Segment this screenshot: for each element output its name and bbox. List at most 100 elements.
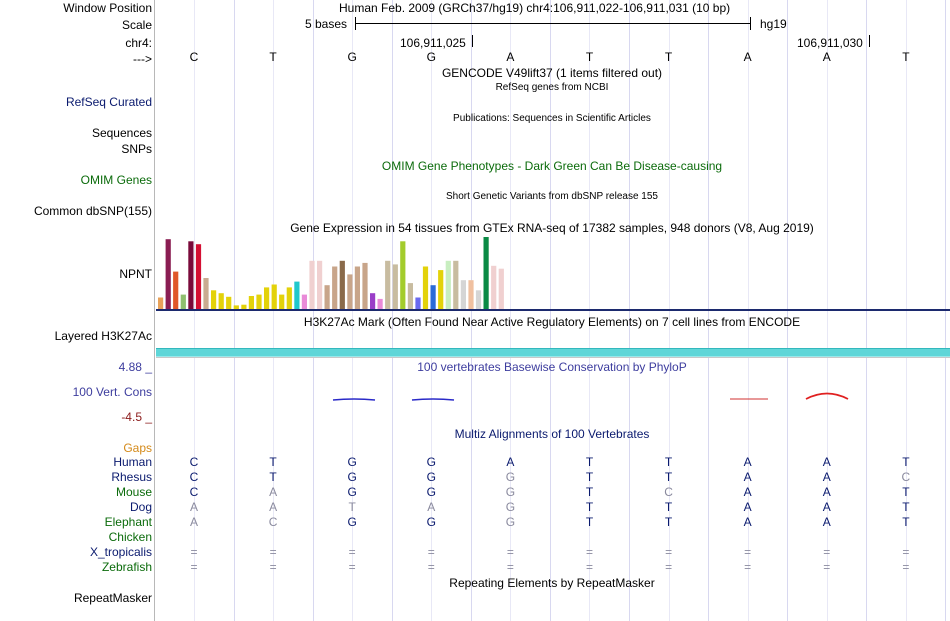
gtex-tissue-bar[interactable] <box>173 271 179 309</box>
alignment-base: T <box>348 500 356 514</box>
alignment-base: T <box>902 515 910 529</box>
gtex-tissue-bar[interactable] <box>286 287 292 309</box>
gtex-tissue-bar[interactable] <box>460 280 466 309</box>
gtex-tissue-bar[interactable] <box>400 241 406 309</box>
publications-track-title[interactable]: Publications: Sequences in Scientific Ar… <box>453 113 651 124</box>
gtex-tissue-bar[interactable] <box>195 244 202 309</box>
dbsnp-track-label[interactable]: Common dbSNP(155) <box>33 204 152 218</box>
gaps-label[interactable]: Gaps <box>123 441 152 455</box>
alignment-base: = <box>823 545 831 559</box>
snps-track-label[interactable]: SNPs <box>121 142 152 156</box>
gtex-tissue-bar[interactable] <box>422 266 429 310</box>
gtex-tissue-bar[interactable] <box>377 298 383 309</box>
species-label[interactable]: Rhesus <box>111 470 152 484</box>
species-label[interactable]: Chicken <box>108 530 152 544</box>
gtex-tissue-bar[interactable] <box>301 294 307 309</box>
gtex-tissue-bar[interactable] <box>248 296 254 309</box>
gtex-tissue-bar[interactable] <box>309 260 315 309</box>
gtex-tissue-bar[interactable] <box>241 304 247 309</box>
coord-label-1: 106,911,025 <box>400 36 466 50</box>
gtex-tissue-bar[interactable] <box>407 283 413 309</box>
alignment-base: T <box>902 455 910 469</box>
repeatmasker-track-label[interactable]: RepeatMasker <box>73 591 152 605</box>
gtex-tissue-bar[interactable] <box>491 265 497 309</box>
gtex-tissue-bar[interactable] <box>324 285 330 309</box>
gtex-tissue-bar[interactable] <box>339 260 345 309</box>
repeatmasker-track-title[interactable]: Repeating Elements by RepeatMasker <box>449 576 655 590</box>
h3k27ac-track-label[interactable]: Layered H3K27Ac <box>54 329 152 343</box>
scale-bar-right-tick <box>750 17 751 30</box>
gtex-expression-chart[interactable] <box>156 236 536 309</box>
multiz-track-title[interactable]: Multiz Alignments of 100 Vertebrates <box>454 427 650 441</box>
chrom-label: chr4: <box>125 36 152 50</box>
gtex-tissue-bar[interactable] <box>211 290 217 309</box>
gtex-tissue-bar[interactable] <box>438 270 444 309</box>
gtex-tissue-bar[interactable] <box>498 268 504 309</box>
alignment-base: C <box>664 485 673 499</box>
alignment-base: = <box>902 545 910 559</box>
gtex-tissue-bar[interactable] <box>317 260 323 309</box>
alignment-base: T <box>269 470 277 484</box>
refseq-track-subtitle[interactable]: RefSeq genes from NCBI <box>495 82 609 93</box>
gtex-tissue-bar[interactable] <box>256 294 262 309</box>
gtex-tissue-bar[interactable] <box>453 260 459 309</box>
gtex-track-separator <box>156 309 950 311</box>
gtex-track-title[interactable]: Gene Expression in 54 tissues from GTEx … <box>290 221 814 235</box>
gtex-tissue-bar[interactable] <box>158 297 164 310</box>
gtex-tissue-bar[interactable] <box>264 287 270 309</box>
species-label[interactable]: Zebrafish <box>101 560 152 574</box>
gtex-tissue-bar[interactable] <box>271 284 277 310</box>
gtex-tissue-bar[interactable] <box>226 296 232 309</box>
species-label[interactable]: X_tropicalis <box>89 545 152 559</box>
omim-track-title[interactable]: OMIM Gene Phenotypes - Dark Green Can Be… <box>381 159 723 173</box>
species-label[interactable]: Elephant <box>104 515 152 529</box>
gtex-tissue-bar[interactable] <box>475 290 482 309</box>
gtex-tissue-bar[interactable] <box>188 241 194 309</box>
gtex-tissue-bar[interactable] <box>483 237 489 309</box>
omim-track-label[interactable]: OMIM Genes <box>80 173 152 187</box>
alignment-base: T <box>585 470 594 484</box>
species-label[interactable]: Human <box>113 455 152 469</box>
gtex-tissue-bar[interactable] <box>415 297 421 310</box>
gtex-tissue-bar[interactable] <box>203 278 209 309</box>
alignment-base: A <box>743 485 752 499</box>
alignment-base: A <box>506 455 515 469</box>
gtex-tissue-bar[interactable] <box>233 305 239 309</box>
alignment-base: G <box>505 500 516 514</box>
alignment-base: G <box>426 485 436 499</box>
gtex-tissue-bar[interactable] <box>347 274 353 309</box>
h3k27ac-track-title[interactable]: H3K27Ac Mark (Often Found Near Active Re… <box>303 315 801 329</box>
gtex-tissue-bar[interactable] <box>165 239 171 309</box>
cons-track-title[interactable]: 100 vertebrates Basewise Conservation by… <box>417 360 687 374</box>
sequences-track-label[interactable]: Sequences <box>91 126 152 140</box>
gtex-tissue-bar[interactable] <box>392 264 398 309</box>
gtex-tissue-bar[interactable] <box>279 294 285 309</box>
gtex-tissue-bar[interactable] <box>354 266 360 310</box>
species-label[interactable]: Mouse <box>115 485 152 499</box>
window-position-text: Human Feb. 2009 (GRCh37/hg19) chr4:106,9… <box>339 1 731 15</box>
gtex-tissue-bar[interactable] <box>445 260 451 309</box>
gtex-tissue-bar[interactable] <box>180 294 186 309</box>
alignment-base: T <box>664 500 673 514</box>
alignment-base: A <box>743 515 752 529</box>
species-label[interactable]: Dog <box>129 500 152 514</box>
cons-track-label[interactable]: 100 Vert. Cons <box>72 385 152 399</box>
alignment-base: T <box>585 500 594 514</box>
gtex-tissue-bar[interactable] <box>370 293 376 309</box>
refseq-track-label[interactable]: RefSeq Curated <box>65 95 152 109</box>
alignment-base: = <box>269 545 277 559</box>
gtex-tissue-bar[interactable] <box>468 280 474 309</box>
strand-label: ---> <box>133 52 152 66</box>
gencode-track-title[interactable]: GENCODE V49lift37 (1 items filtered out) <box>441 66 663 80</box>
gtex-tissue-bar[interactable] <box>218 293 224 309</box>
gtex-tissue-bar[interactable] <box>385 260 391 309</box>
gtex-tissue-bar[interactable] <box>332 266 338 310</box>
alignment-base: G <box>426 455 436 469</box>
base-letter: T <box>585 50 594 64</box>
gtex-tissue-bar[interactable] <box>362 262 368 309</box>
gtex-tissue-bar[interactable] <box>294 281 300 309</box>
gtex-gene-label[interactable]: NPNT <box>119 267 152 281</box>
gtex-tissue-bar[interactable] <box>430 285 436 309</box>
cons-max-label: 4.88 _ <box>118 360 152 374</box>
dbsnp-track-title[interactable]: Short Genetic Variants from dbSNP releas… <box>446 191 658 202</box>
